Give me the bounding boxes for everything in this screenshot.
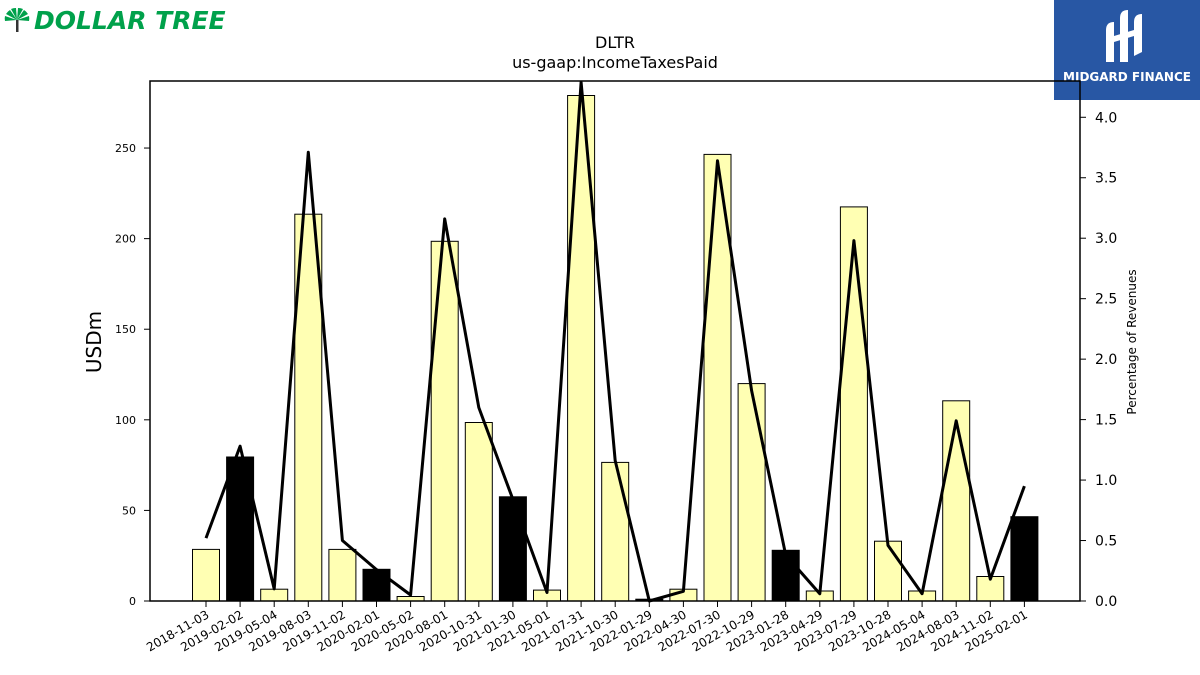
bar-2019-02-02 [226, 456, 255, 602]
y-tick-right-label: 2.0 [1095, 352, 1117, 368]
midgard-finance-logo-text: MIDGARD FINANCE [1063, 70, 1191, 84]
y-ticks-right: 0.0 0.5 1.0 1.5 2.0 2.5 3.0 3.5 4.0 [1080, 110, 1117, 610]
bar-2019-05-04 [260, 588, 289, 602]
bar-2020-10-31 [464, 422, 493, 602]
x-ticks: 2018-11-032019-02-022019-05-042019-08-03… [144, 601, 1030, 654]
y-tick-right-label: 0.0 [1095, 594, 1117, 610]
bars-layer [192, 95, 1039, 602]
bar-2022-10-29 [737, 383, 766, 602]
dollar-tree-logo-text: DOLLAR TREE [34, 5, 226, 35]
bar-2025-02-01 [1010, 516, 1039, 602]
y-tick-left-label: 250 [115, 142, 136, 155]
bar-2023-10-28 [874, 540, 902, 602]
y-tick-right-label: 1.5 [1095, 413, 1117, 429]
y-tick-left-label: 0 [129, 595, 136, 608]
midgard-finance-mark-icon [1106, 10, 1142, 62]
dollar-tree-leaf-icon [4, 7, 30, 32]
bar-2020-08-01 [430, 240, 459, 602]
y-tick-left-label: 50 [122, 504, 136, 517]
y-tick-right-label: 1.0 [1095, 473, 1117, 489]
y-tick-right-label: 0.5 [1095, 534, 1117, 550]
pct-revenue-line [204, 80, 1026, 603]
dollar-tree-logo: DOLLAR TREE [4, 4, 226, 36]
bar-2018-11-03 [192, 548, 220, 602]
y-ticks-left: 0 50 100 150 200 250 [115, 142, 150, 608]
y-tick-left-label: 150 [115, 323, 136, 336]
bar-2021-01-30 [498, 496, 527, 602]
chart-title: DLTR [595, 33, 635, 52]
y-tick-left-label: 200 [115, 233, 136, 246]
chart-subtitle: us-gaap:IncomeTaxesPaid [512, 53, 718, 72]
line-layer [204, 80, 1026, 603]
bar-2024-08-03 [942, 400, 971, 602]
bar-2020-02-01 [362, 568, 391, 602]
midgard-finance-logo: MIDGARD FINANCE [1054, 0, 1200, 100]
y-axis-label-left: USDm [82, 311, 106, 373]
bar-2023-01-28 [771, 549, 800, 602]
y-tick-right-label: 3.5 [1095, 171, 1117, 187]
bar-2021-10-30 [601, 461, 630, 602]
y-axis-label-right: Percentage of Revenues [1125, 269, 1139, 414]
y-tick-right-label: 3.0 [1095, 231, 1117, 247]
bar-2019-11-02 [328, 548, 357, 602]
y-tick-right-label: 2.5 [1095, 292, 1117, 308]
y-tick-left-label: 100 [115, 414, 136, 427]
y-tick-right-label: 4.0 [1095, 110, 1117, 126]
bar-2023-07-29 [839, 206, 868, 602]
